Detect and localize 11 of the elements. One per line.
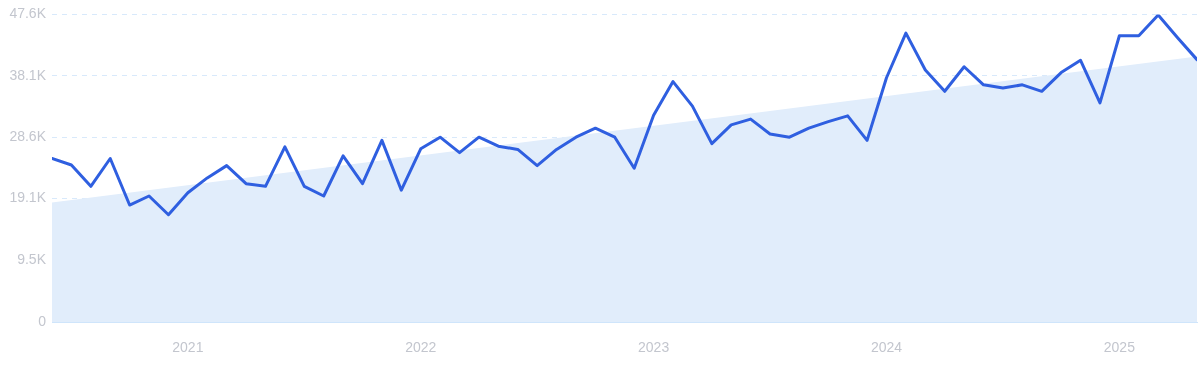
x-tick-label: 2022 [405,339,437,356]
x-tick-label: 2024 [870,339,903,356]
y-tick-label: 0 [38,312,47,329]
x-tick-label: 2025 [1103,339,1136,356]
y-tick-label: 47.6K [9,5,47,22]
y-tick-label: 28.6K [9,128,47,145]
y-tick-label: 9.5K [17,251,47,268]
y-tick-label: 38.1K [9,66,47,83]
x-tick-label: 2023 [638,339,670,356]
y-tick-label: 19.1K [9,189,47,206]
x-tick-label: 2021 [172,339,204,356]
